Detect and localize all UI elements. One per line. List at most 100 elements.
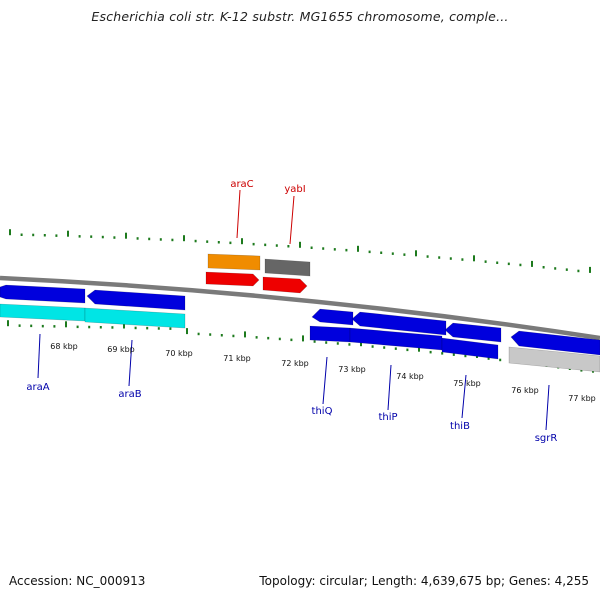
upper-track-minor-tick: [20, 233, 23, 236]
lower-track-minor-tick: [169, 327, 172, 330]
upper-track-minor-tick: [206, 240, 209, 243]
lower-track-minor-tick: [383, 346, 386, 349]
lower-track-minor-tick: [313, 340, 316, 343]
upper-track-minor-tick: [426, 255, 429, 258]
feature-thi-cds-3[interactable]: [441, 337, 499, 360]
upper-track-minor-tick: [333, 248, 336, 251]
map-title: Escherichia coli str. K-12 substr. MG165…: [91, 9, 509, 24]
upper-track-minor-tick: [229, 241, 232, 245]
upper-track-minor-tick: [310, 246, 313, 249]
lower-track-minor-tick: [157, 327, 160, 330]
lower-track-major-tick: [244, 331, 246, 338]
lower-track-minor-tick: [499, 358, 502, 362]
upper-track-minor-tick: [90, 235, 93, 238]
lower-track-minor-tick: [452, 353, 455, 356]
gene-label-araB[interactable]: araB: [118, 389, 141, 400]
lower-track-minor-tick: [99, 326, 102, 329]
gene-label-sgrR[interactable]: sgrR: [535, 433, 558, 444]
upper-track-minor-tick: [136, 237, 139, 240]
feature-araB-cyan[interactable]: [84, 307, 186, 329]
scale-label-71kbp: 71 kbp: [223, 354, 251, 363]
feature-yabI-cds[interactable]: [262, 276, 308, 294]
chromosome-backbone: [0, 275, 600, 341]
upper-track-minor-tick: [368, 250, 371, 254]
upper-track-major-tick: [473, 255, 475, 262]
lower-track-minor-tick: [209, 333, 212, 336]
upper-track-major-tick: [357, 245, 359, 252]
upper-track-minor-tick: [554, 267, 557, 270]
accession-label: Accession: NC_000913: [9, 574, 146, 588]
lower-track-minor-tick: [580, 369, 583, 372]
lower-track-minor-tick: [290, 338, 293, 342]
gene-thiB[interactable]: [444, 322, 502, 343]
upper-track-minor-tick: [55, 234, 58, 237]
upper-track-minor-tick: [171, 238, 174, 242]
leader-thiP: [387, 364, 392, 411]
upper-track-major-tick: [125, 232, 127, 239]
gene-label-araC[interactable]: araC: [230, 179, 253, 190]
gene-thiP[interactable]: [351, 311, 447, 336]
upper-track-minor-tick: [322, 247, 325, 250]
lower-track-minor-tick: [487, 357, 490, 360]
lower-track-minor-tick: [394, 347, 397, 350]
gene-yabI[interactable]: [264, 258, 311, 277]
gene-thiQ[interactable]: [311, 308, 354, 326]
gene-label-yabI[interactable]: yabI: [284, 184, 305, 195]
scale-label-74kbp: 74 kbp: [396, 372, 424, 381]
leader-araB: [128, 339, 133, 387]
upper-track-major-tick: [241, 238, 243, 245]
upper-track-minor-tick: [438, 256, 441, 259]
upper-track-minor-tick: [148, 237, 151, 241]
leader-araA: [37, 333, 41, 379]
lower-track-minor-tick: [232, 334, 235, 338]
feature-sgrR-light[interactable]: [508, 346, 600, 373]
gene-araC[interactable]: [207, 253, 261, 271]
upper-track-minor-tick: [275, 244, 278, 247]
gene-label-araA[interactable]: araA: [26, 382, 49, 393]
lower-track-minor-tick: [111, 326, 114, 329]
upper-track-minor-tick: [217, 241, 220, 244]
feature-araA-cyan[interactable]: [0, 303, 86, 322]
leader-thiB: [461, 374, 467, 419]
gene-araB[interactable]: [86, 289, 186, 311]
lower-track-minor-tick: [88, 325, 91, 329]
lower-track-minor-tick: [267, 336, 270, 340]
upper-track-minor-tick: [113, 236, 116, 239]
lower-track-minor-tick: [325, 341, 328, 344]
scale-label-69kbp: 69 kbp: [107, 345, 135, 354]
lower-track-minor-tick: [371, 345, 374, 348]
gene-sgrR[interactable]: [510, 330, 600, 356]
upper-track-minor-tick: [78, 235, 81, 238]
feature-araC-cds[interactable]: [205, 271, 260, 287]
lower-track-minor-tick: [278, 337, 281, 341]
upper-track-minor-tick: [32, 233, 35, 237]
upper-track-minor-tick: [101, 235, 104, 239]
gene-araA[interactable]: [0, 284, 86, 304]
upper-track-major-tick: [9, 229, 11, 236]
gene-label-thiB[interactable]: thiB: [450, 421, 470, 432]
lower-track-major-tick: [302, 335, 304, 342]
lower-track-minor-tick: [220, 334, 223, 337]
upper-track-minor-tick: [43, 234, 46, 237]
upper-track-minor-tick: [391, 252, 394, 255]
gene-label-thiP[interactable]: thiP: [378, 412, 397, 423]
upper-track-minor-tick: [159, 238, 162, 241]
gene-label-thiQ[interactable]: thiQ: [312, 406, 333, 417]
upper-track-minor-tick: [345, 248, 348, 252]
upper-track-major-tick: [589, 266, 591, 273]
upper-track-minor-tick: [496, 261, 499, 264]
lower-track-minor-tick: [30, 324, 33, 328]
lower-track-minor-tick: [441, 352, 444, 355]
scale-label-73kbp: 73 kbp: [338, 365, 366, 374]
feature-thi-cds-1[interactable]: [309, 325, 351, 343]
upper-track-minor-tick: [264, 243, 267, 247]
scale-label-76kbp: 76 kbp: [511, 386, 539, 395]
lower-track-minor-tick: [197, 332, 200, 336]
lower-track-minor-tick: [76, 325, 79, 329]
lower-track-major-tick: [123, 322, 125, 329]
upper-track-major-tick: [183, 235, 185, 242]
upper-track-minor-tick: [403, 253, 406, 256]
upper-track-major-tick: [415, 250, 417, 257]
lower-track-minor-tick: [429, 350, 432, 354]
